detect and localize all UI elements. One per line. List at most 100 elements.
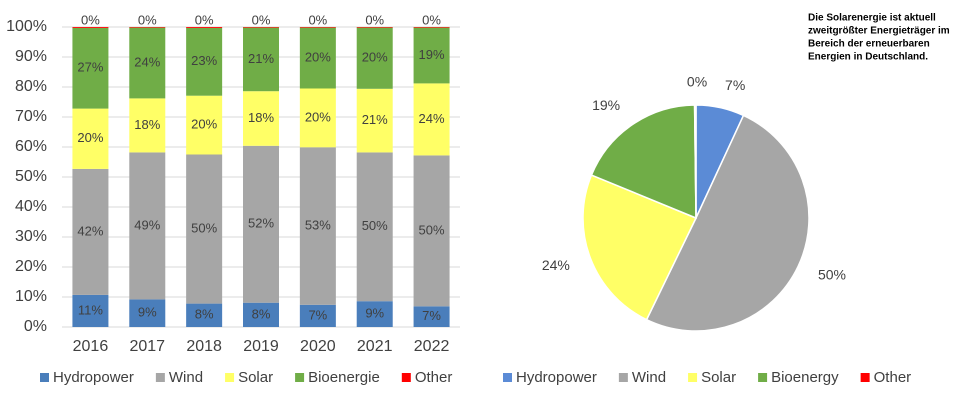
legend-label: Solar (701, 369, 736, 386)
data-label: 21% (362, 112, 388, 127)
data-label: 0% (195, 12, 214, 27)
data-label: 53% (305, 217, 331, 232)
bar-segment (72, 27, 109, 109)
bar-segment (243, 145, 279, 303)
pie-slice (645, 114, 810, 332)
x-tick-label: 2022 (414, 338, 450, 355)
data-label: 0% (308, 12, 327, 27)
legend-swatch (758, 373, 768, 382)
legend-swatch (225, 373, 235, 382)
x-tick-label: 2017 (129, 338, 165, 355)
bar-segment (356, 301, 393, 327)
data-label: 24% (419, 111, 445, 126)
legend-label: Hydropower (53, 369, 134, 386)
data-label: 20% (305, 109, 331, 124)
legend-label: Solar (238, 369, 273, 386)
bar-segment (413, 27, 450, 28)
bar-segment (186, 154, 223, 304)
x-tick-label: 2019 (243, 338, 279, 355)
data-label: 18% (248, 110, 274, 125)
data-label: 7% (422, 308, 441, 323)
pie-slice (693, 104, 697, 219)
data-label: 18% (134, 117, 160, 132)
bar-segment (356, 152, 393, 302)
data-label: 7% (308, 307, 327, 322)
bar-segment (129, 299, 166, 327)
y-tick-label: 20% (15, 258, 47, 275)
legend-swatch (401, 373, 411, 382)
annotation: Bereich der erneuerbaren (808, 39, 930, 50)
bar-segment (186, 303, 223, 327)
y-tick-label: 0% (24, 318, 47, 335)
bar-segment (413, 83, 450, 156)
annotation: Energien in Deutschland. (808, 52, 928, 63)
legend-swatch (155, 373, 165, 382)
data-label: 20% (362, 50, 388, 65)
data-label: 23% (191, 53, 217, 68)
y-tick-label: 100% (6, 18, 47, 35)
legend-swatch (618, 373, 628, 382)
legend-label: Wind (632, 369, 666, 386)
bar-segment (413, 27, 450, 84)
data-label: 21% (248, 51, 274, 66)
data-label: 42% (77, 223, 103, 238)
bar-segment (299, 27, 336, 28)
data-label: 20% (305, 49, 331, 64)
bar-segment (129, 27, 166, 99)
data-label: 49% (134, 217, 160, 232)
bar-segment (299, 304, 336, 327)
data-label: 11% (78, 302, 103, 317)
y-tick-label: 30% (15, 228, 47, 245)
data-label: 52% (248, 216, 274, 231)
legend-swatch (503, 373, 512, 382)
legend-label: Bioenergy (771, 369, 839, 386)
pie-slice (582, 174, 698, 321)
bar-segment (186, 27, 223, 28)
data-label: 0% (365, 12, 384, 27)
bar-segment (72, 168, 109, 295)
data-label: 0% (687, 74, 707, 90)
bar-segment (243, 27, 279, 92)
data-label: 0% (252, 12, 271, 27)
bar-segment (243, 91, 279, 146)
data-label: 50% (818, 267, 846, 283)
y-tick-label: 80% (15, 78, 47, 95)
data-label: 7% (725, 77, 745, 93)
y-tick-label: 60% (15, 138, 47, 155)
legend-label: Hydropower (516, 369, 597, 386)
data-label: 50% (419, 222, 445, 237)
x-tick-label: 2016 (73, 338, 109, 355)
x-tick-label: 2018 (186, 338, 222, 355)
data-label: 24% (134, 54, 160, 69)
y-tick-label: 50% (15, 168, 47, 185)
y-tick-label: 10% (15, 288, 47, 305)
bar-segment (129, 27, 166, 28)
data-label: 19% (419, 47, 445, 62)
bar-segment (129, 98, 166, 153)
bar-segment (186, 95, 223, 155)
bar-segment (72, 294, 109, 327)
bar-segment (413, 306, 450, 327)
bar-segment (299, 147, 336, 305)
data-label: 20% (77, 130, 103, 145)
pie-slice (590, 104, 697, 220)
legend-swatch (40, 373, 49, 382)
y-tick-label: 70% (15, 108, 47, 125)
bar-segment (356, 27, 393, 89)
bar-segment (72, 108, 109, 169)
legend-swatch (295, 373, 305, 382)
bar-segment (299, 27, 336, 89)
annotation: zweitgrößter Energieträger im (808, 26, 950, 37)
legend-label: Other (874, 369, 912, 386)
legend-swatch (860, 373, 870, 382)
data-label: 24% (542, 257, 570, 273)
x-tick-label: 2021 (357, 338, 393, 355)
data-label: 27% (77, 60, 103, 75)
data-label: 0% (422, 12, 441, 27)
legend-label: Bioenergie (308, 369, 380, 386)
y-tick-label: 40% (15, 198, 47, 215)
data-label: 8% (195, 307, 214, 322)
data-label: 50% (191, 220, 217, 235)
